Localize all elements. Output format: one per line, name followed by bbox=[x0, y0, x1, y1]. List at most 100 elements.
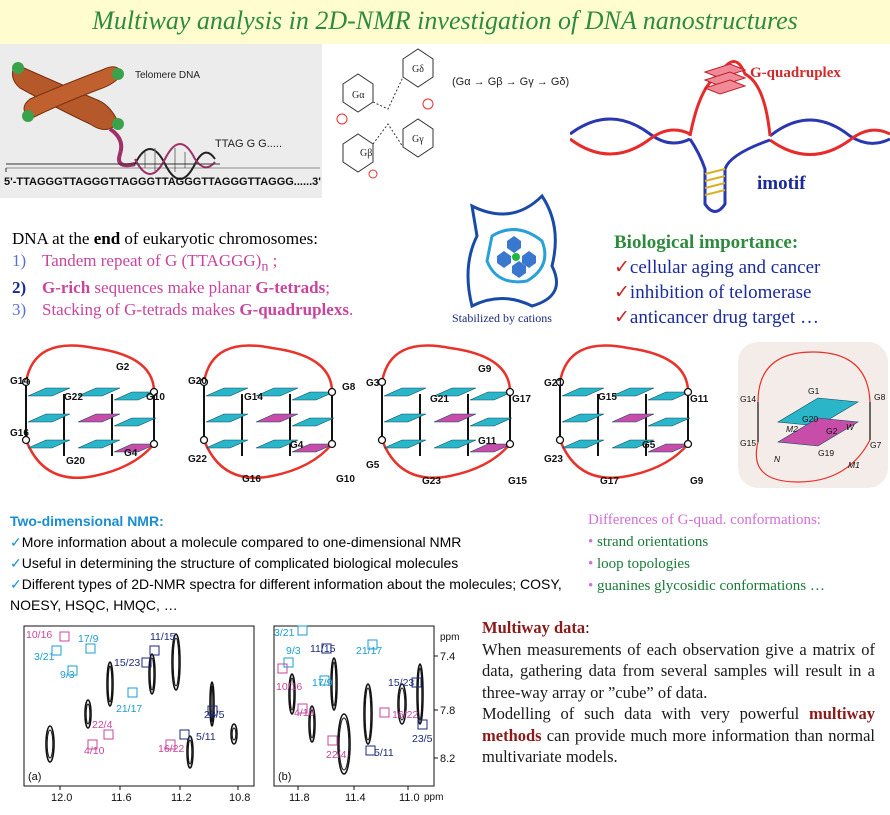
multiway-title-line: Multiway data: bbox=[482, 618, 590, 637]
tetrad-plane bbox=[777, 397, 859, 427]
telomere-label: Telomere DNA bbox=[135, 70, 200, 81]
topology-label: G14 bbox=[10, 376, 29, 387]
tetrad-plane bbox=[205, 387, 249, 397]
tetrad-plane bbox=[433, 439, 477, 449]
g-alpha-label: Gα bbox=[352, 90, 365, 101]
peak-box bbox=[379, 707, 390, 718]
topology-label: G7 bbox=[870, 440, 882, 450]
contour-peak bbox=[330, 657, 338, 711]
peak-box bbox=[165, 739, 176, 750]
peak-box bbox=[85, 643, 96, 654]
topology-5: G14 G1 G8 M2 G20 G2 W G15 N G19 M1 G7 bbox=[738, 342, 888, 488]
topology-label: M1 bbox=[848, 460, 860, 470]
peak-box bbox=[283, 657, 294, 668]
chromosome-icon bbox=[11, 62, 124, 130]
g-beta-label: Gβ bbox=[360, 148, 372, 159]
tetrad-plane bbox=[113, 417, 157, 427]
peak-label: 5/11 bbox=[196, 731, 216, 743]
nmr-section: Two-dimensional NMR: ✓More information a… bbox=[10, 511, 580, 616]
telomere-illustration: Telomere DNA TTAG G G..... 5'-TTAGGGTTAG… bbox=[0, 44, 322, 198]
spectrum-a: 10/16 22/4 4/10 16/22 3/21 17/9 9/3 21/17 11/15 1… bbox=[22, 624, 262, 810]
node-icon bbox=[505, 439, 515, 449]
contour-peak bbox=[209, 681, 215, 727]
peak-box bbox=[321, 643, 332, 654]
differences-section: Differences of G-quad. conformations: • … bbox=[588, 509, 825, 597]
topology-label: G17 bbox=[512, 394, 531, 405]
telomere-svg: Telomere DNA TTAG G G..... 5'-TTAGGGTTAG… bbox=[4, 62, 321, 188]
node-icon bbox=[327, 387, 337, 397]
y-unit-label: ppm bbox=[440, 632, 459, 643]
topology-label: M2 bbox=[786, 424, 798, 434]
loop-line bbox=[380, 344, 512, 393]
x-tick-label: 11.6 bbox=[111, 792, 132, 804]
loop-line bbox=[202, 439, 333, 480]
topology-label: G17 bbox=[600, 476, 619, 487]
topology-row: G14 G2 G22 G10 G4 G16 G20 G20 G14 G8 G4 G22 G16 G10 G3… bbox=[0, 336, 890, 496]
tetrad-plane bbox=[77, 387, 121, 397]
dna-end-item-1: 1) Tandem repeat of G (TTAGGG)n ; bbox=[12, 251, 278, 275]
tetrad-plane bbox=[205, 413, 249, 423]
node-icon bbox=[199, 377, 209, 387]
topology-label: G11 bbox=[478, 436, 497, 447]
tetrad-plane bbox=[27, 413, 71, 423]
peak-box bbox=[149, 645, 160, 656]
tetrad-plane bbox=[77, 413, 121, 423]
peak-label: 3/21 bbox=[274, 627, 295, 639]
nmr-title: Two-dimensional NMR: bbox=[10, 513, 164, 529]
g-gamma-label: Gγ bbox=[412, 134, 424, 145]
dna-end-item-3: 3) Stacking of G-tetrads makes G-quadrupl… bbox=[12, 300, 354, 320]
loop-line bbox=[558, 439, 689, 480]
panel-label: (a) bbox=[28, 771, 41, 783]
x-tick-label: 10.8 bbox=[229, 792, 250, 804]
tetrad-plane bbox=[469, 391, 513, 401]
node-icon bbox=[555, 377, 565, 387]
diff-item-2: • loop topologies bbox=[588, 556, 690, 572]
telomere-sequence: 5'-TTAGGGTTAGGGTTAGGGTTAGGGTTAGGGTTAGGG.… bbox=[4, 176, 321, 188]
contour-peak bbox=[331, 661, 337, 707]
peak-label: 9/3 bbox=[60, 669, 75, 681]
contour-peak bbox=[186, 735, 194, 769]
topology-label: G16 bbox=[10, 428, 29, 439]
contour-peak bbox=[149, 657, 155, 691]
check-icon: ✓ bbox=[614, 282, 630, 303]
contour-peak bbox=[187, 739, 193, 765]
peak-label: 15/23 bbox=[114, 657, 140, 669]
peak-label: 5/11 bbox=[374, 747, 394, 759]
gquad-label: G-quadruplex bbox=[750, 65, 841, 81]
tetrad-plane bbox=[561, 439, 605, 449]
topology-label: G22 bbox=[188, 454, 207, 465]
peak-label: 10/16 bbox=[26, 629, 52, 641]
tetrad-plane bbox=[469, 417, 513, 427]
tetrad-plane bbox=[383, 439, 427, 449]
tetrad-plane bbox=[647, 391, 691, 401]
peak-box bbox=[367, 639, 378, 650]
node-icon bbox=[555, 435, 565, 445]
topology-label: G15 bbox=[508, 476, 527, 487]
contour-peak bbox=[46, 729, 54, 759]
topology-label: G20 bbox=[188, 376, 207, 387]
bio-item-3: ✓anticancer drug target … bbox=[614, 307, 819, 328]
loop-line bbox=[757, 351, 871, 403]
peak-box bbox=[411, 677, 422, 688]
topology-label: G19 bbox=[818, 448, 834, 458]
node-icon bbox=[377, 435, 387, 445]
topology-label: G10 bbox=[146, 392, 165, 403]
peak-box bbox=[319, 675, 330, 686]
peak-box bbox=[51, 645, 62, 656]
contour-peak bbox=[107, 665, 113, 703]
contour-peak bbox=[172, 637, 180, 687]
tetrad-plane bbox=[777, 417, 859, 447]
x-tick-label: 11.0 bbox=[399, 792, 420, 804]
topology-label: G9 bbox=[478, 364, 492, 375]
contour-peak bbox=[363, 683, 373, 745]
contour-peak bbox=[171, 633, 181, 691]
contour-peak bbox=[85, 703, 91, 725]
g-tetrad-diagram: Gα Gβ Gγ Gδ bbox=[328, 44, 450, 184]
tetrad-plane bbox=[205, 439, 249, 449]
tetrad-plane bbox=[433, 413, 477, 423]
contour-peak bbox=[308, 705, 316, 743]
imotif-label: imotif bbox=[757, 173, 806, 194]
g-delta-label: Gδ bbox=[412, 64, 424, 75]
multiway-section: Multiway data: When measurements of each… bbox=[482, 617, 875, 768]
topology-label: G4 bbox=[124, 448, 138, 459]
